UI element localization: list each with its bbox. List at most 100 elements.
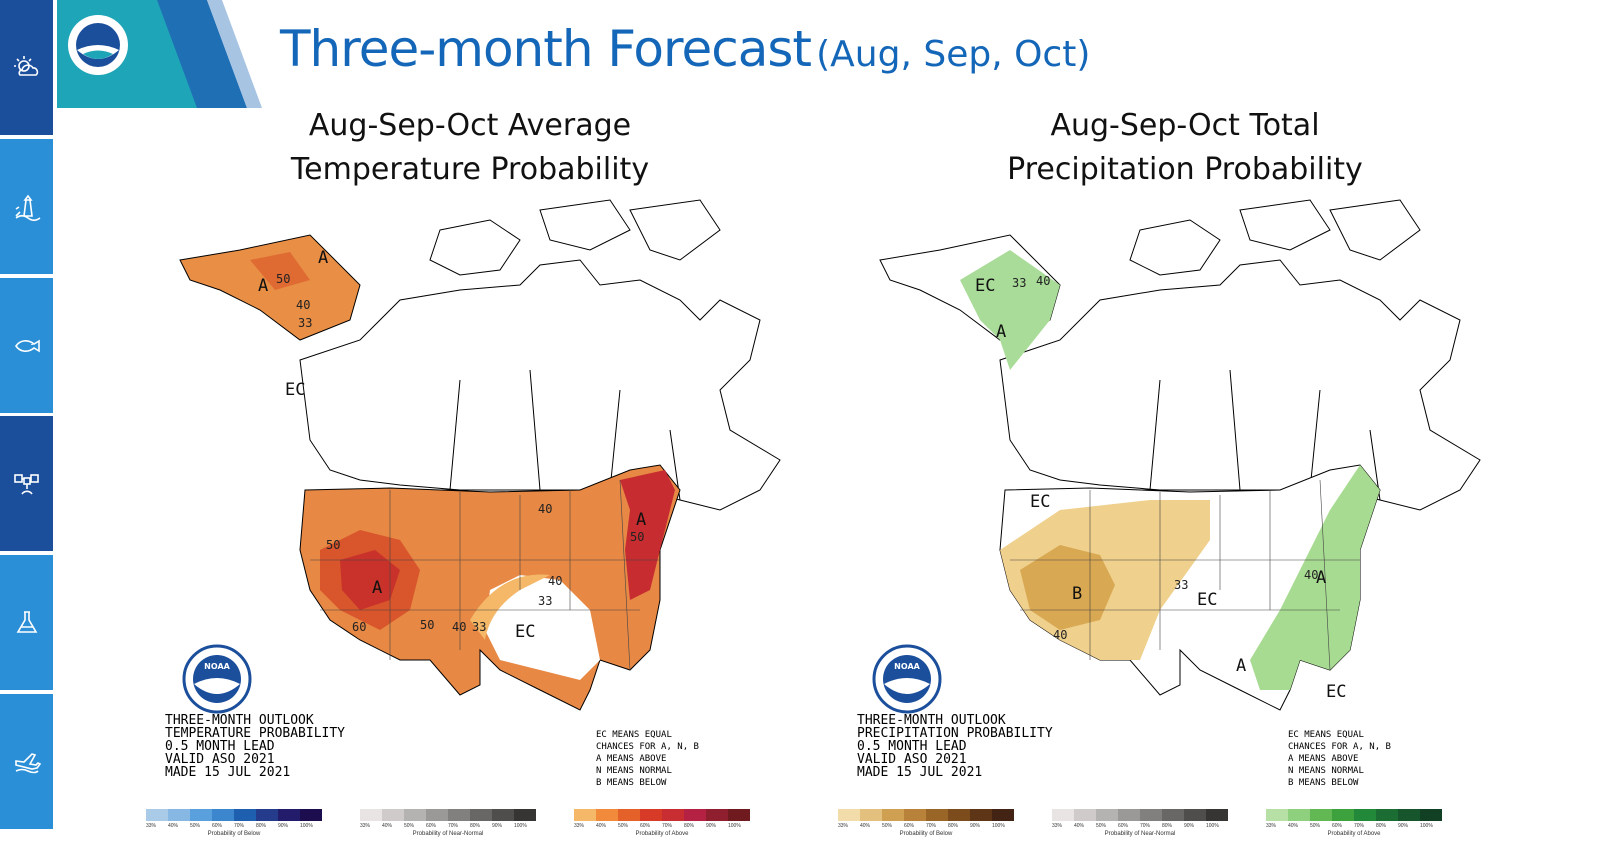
precip-subtitle-line2: Precipitation Probability (1007, 152, 1363, 187)
temp-contour-label: 40 (296, 298, 311, 312)
colorbar-swatch (640, 809, 662, 821)
colorbar-tick-label: 70% (448, 823, 459, 829)
colorbar-tick-label: 60% (1118, 823, 1129, 829)
colorbar-tick-label: 90% (1184, 823, 1195, 829)
colorbar-caption: Probability of Above (1327, 831, 1381, 837)
colorbar-tick-label: 80% (948, 823, 959, 829)
precip-label-east-a: A (1316, 568, 1327, 588)
temp-info-line: MADE 15 JUL 2021 (165, 765, 291, 780)
temp-contour-label: 33 (472, 620, 487, 634)
colorbar-swatch (948, 809, 970, 821)
colorbar-swatch (256, 809, 278, 821)
colorbar-swatch (360, 809, 382, 821)
sidebar-item-research[interactable] (0, 555, 53, 690)
colorbar-swatch (684, 809, 706, 821)
colorbar-swatch (426, 809, 448, 821)
satellite-icon (13, 473, 39, 495)
precip-info-block: THREE-MONTH OUTLOOK PRECIPITATION PROBAB… (857, 714, 1053, 779)
colorbar-swatch (992, 809, 1014, 821)
colorbar-tick-label: 70% (1354, 823, 1365, 829)
colorbar-ticks: 33% 40% 50% 60% 70% 80% 90% 100% (360, 823, 536, 829)
colorbar-tick-label: 40% (596, 823, 607, 829)
colorbar-swatch (448, 809, 470, 821)
colorbar-tick-label: 90% (492, 823, 503, 829)
temp-legend-line: A MEANS ABOVE (596, 754, 667, 764)
sidebar-item-weather[interactable] (0, 0, 53, 135)
temp-subtitle-line1: Aug-Sep-Oct Average (308, 108, 632, 143)
colorbar-swatch (1140, 809, 1162, 821)
precip-contour-label: 33 (1012, 276, 1027, 290)
precip-label-ec-central: EC (1197, 590, 1218, 610)
temperature-map-subtitle: Aug-Sep-Oct Average Temperature Probabil… (235, 104, 705, 192)
colorbar-swatch (1162, 809, 1184, 821)
colorbar-swatch (1074, 809, 1096, 821)
noaa-map-logo-icon: NOAA (872, 644, 942, 714)
colorbar-swatch (882, 809, 904, 821)
title-sub: (Aug, Sep, Oct) (816, 34, 1091, 75)
colorbar (838, 809, 1014, 821)
temp-contour-label: 33 (298, 316, 313, 330)
colorbar-tick-label: 70% (234, 823, 245, 829)
temp-contour-label: 50 (326, 538, 341, 552)
colorbar-swatch (618, 809, 640, 821)
sidebar-item-satellites[interactable] (0, 416, 53, 551)
colorbar-swatch (970, 809, 992, 821)
colorbar-tick-label: 90% (278, 823, 289, 829)
temp-label-east-a: A (636, 510, 647, 530)
sidebar-item-ocean[interactable] (0, 139, 53, 274)
colorbar-swatch (1420, 809, 1442, 821)
colorbar-tick-label: 100% (514, 823, 527, 829)
colorbar-tick-label: 60% (426, 823, 437, 829)
header-banner (57, 0, 262, 108)
colorbar-swatch (662, 809, 684, 821)
colorbar-swatch (168, 809, 190, 821)
colorbar-swatch (470, 809, 492, 821)
colorbar-ticks: 33% 40% 50% 60% 70% 80% 90% 100% (574, 823, 750, 829)
precip-info-line: 0.5 MONTH LEAD (857, 739, 967, 754)
flask-icon (16, 610, 37, 633)
precip-info-line: VALID ASO 2021 (857, 752, 967, 767)
page-title: Three-month Forecast (Aug, Sep, Oct) (280, 20, 1090, 78)
temp-legend-line: N MEANS NORMAL (596, 766, 672, 776)
airplane-icon (14, 752, 41, 773)
temp-legend-line: B MEANS BELOW (596, 778, 667, 788)
colorbar-swatch (1118, 809, 1140, 821)
colorbar-tick-label: 100% (300, 823, 313, 829)
colorbar-swatch (1354, 809, 1376, 821)
svg-text:NOAA: NOAA (204, 662, 230, 671)
colorbar-swatch (728, 809, 750, 821)
sidebar-item-aviation[interactable] (0, 694, 53, 829)
temp-contour-label: 50 (630, 530, 645, 544)
colorbar (574, 809, 750, 821)
precip-contour-label: 40 (1036, 274, 1051, 288)
colorbar-caption: Probability of Below (899, 831, 953, 837)
precip-label-ec-alaska: EC (975, 276, 996, 296)
colorbar-swatch (404, 809, 426, 821)
colorbar-swatch (1398, 809, 1420, 821)
temp-contour-label: 40 (548, 574, 563, 588)
colorbar-tick-label: 33% (360, 823, 371, 829)
colorbar-tick-label: 100% (1206, 823, 1219, 829)
temp-info-block: THREE-MONTH OUTLOOK TEMPERATURE PROBABIL… (165, 714, 345, 779)
precip-label-ec-west: EC (1030, 492, 1051, 512)
colorbar-tick-label: 90% (706, 823, 717, 829)
precip-legend-line: CHANCES FOR A, N, B (1288, 742, 1391, 752)
colorbar-swatch (492, 809, 514, 821)
colorbar-tick-label: 40% (168, 823, 179, 829)
temp-contour-label: 60 (352, 620, 367, 634)
colorbar-tick-label: 60% (1332, 823, 1343, 829)
colorbar (1052, 809, 1228, 821)
temp-legend-line: CHANCES FOR A, N, B (596, 742, 699, 752)
colorbar-swatch (574, 809, 596, 821)
colorbar (1266, 809, 1442, 821)
colorbar (146, 809, 322, 821)
colorbar-swatch (1376, 809, 1398, 821)
colorbar (360, 809, 536, 821)
colorbar-tick-label: 33% (838, 823, 849, 829)
colorbar-ticks: 33% 40% 50% 60% 70% 80% 90% 100% (1266, 823, 1442, 829)
noaa-emblem-icon (68, 15, 128, 75)
colorbar-caption: Probability of Near-Normal (1104, 831, 1176, 837)
temp-info-line: 0.5 MONTH LEAD (165, 739, 275, 754)
temp-label-ec-texas: EC (515, 622, 536, 642)
sidebar-item-fisheries[interactable] (0, 278, 53, 413)
